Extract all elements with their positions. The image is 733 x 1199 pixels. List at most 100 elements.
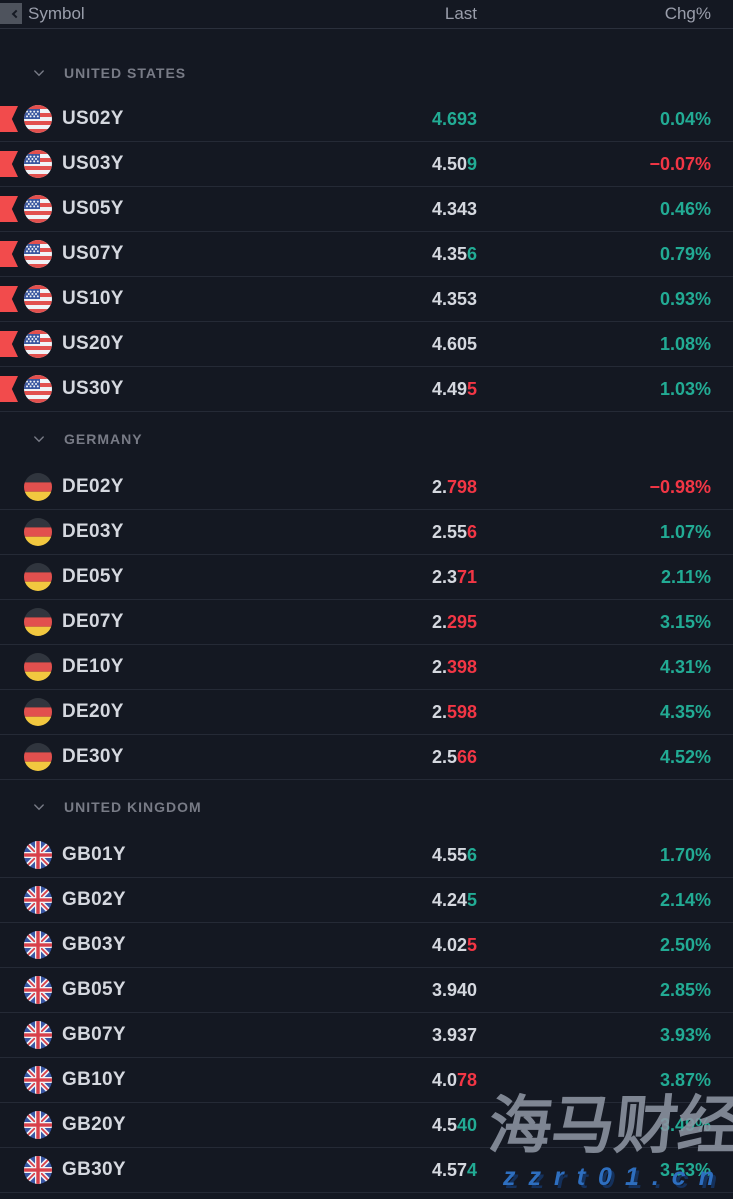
table-row-gb30y[interactable]: GB30Y 4.574 3.53% [0,1148,733,1193]
us-flag-icon [24,285,52,313]
change-percent: 3.49% [659,1114,711,1135]
table-row-us03y[interactable]: US03Y 4.509 −0.07% [0,142,733,187]
table-row-gb07y[interactable]: GB07Y 3.937 3.93% [0,1013,733,1058]
symbol-label: US05Y [62,198,124,219]
de-flag-icon [24,473,52,501]
symbol-label: DE20Y [62,701,124,722]
us-flag-icon [24,105,52,133]
table-row-us20y[interactable]: US20Y 4.605 1.08% [0,322,733,367]
gb-flag-icon [24,931,52,959]
table-row-de02y[interactable]: DE02Y 2.798 −0.98% [0,465,733,510]
symbol-cell: GB20Y [0,1111,347,1139]
symbol-label: US03Y [62,153,124,174]
group-header-germany[interactable]: GERMANY [0,412,733,465]
last-value: 4.495 [431,378,477,399]
table-row-gb20y[interactable]: GB20Y 4.540 3.49% [0,1103,733,1148]
flag-marker-icon[interactable] [0,241,18,267]
us-flag-icon [24,375,52,403]
table-row-gb05y[interactable]: GB05Y 3.940 2.85% [0,968,733,1013]
us-flag-icon [24,150,52,178]
symbol-cell: DE20Y [0,698,347,726]
table-row-gb01y[interactable]: GB01Y 4.556 1.70% [0,833,733,878]
last-value: 4.556 [431,844,477,865]
column-header-symbol[interactable]: Symbol [28,4,85,23]
chevron-left-icon[interactable] [0,3,22,24]
symbol-label: DE07Y [62,611,124,632]
change-percent: 1.03% [659,378,711,399]
gb-flag-icon [24,1111,52,1139]
us-flag-icon [24,240,52,268]
column-header-last[interactable]: Last [444,4,477,23]
table-row-us30y[interactable]: US30Y 4.495 1.03% [0,367,733,412]
table-row-de20y[interactable]: DE20Y 2.598 4.35% [0,690,733,735]
symbol-cell: US20Y [0,330,347,358]
symbol-cell: DE10Y [0,653,347,681]
last-value: 2.371 [431,566,477,587]
symbol-cell: DE30Y [0,743,347,771]
symbol-cell: US02Y [0,105,347,133]
us-flag-icon [24,195,52,223]
flag-marker-icon[interactable] [0,286,18,312]
symbol-cell: DE02Y [0,473,347,501]
last-value: 2.398 [431,656,477,677]
gb-flag-icon [24,1066,52,1094]
symbol-cell: GB30Y [0,1156,347,1184]
change-percent: 3.87% [659,1069,711,1090]
table-row-de30y[interactable]: DE30Y 2.566 4.52% [0,735,733,780]
last-value: 4.605 [431,333,477,354]
symbol-cell: DE05Y [0,563,347,591]
symbol-label: DE30Y [62,746,124,767]
table-row-gb03y[interactable]: GB03Y 4.025 2.50% [0,923,733,968]
change-percent: −0.07% [649,153,711,174]
flag-marker-icon[interactable] [0,151,18,177]
symbol-cell: GB02Y [0,886,347,914]
change-percent: 0.04% [659,108,711,129]
symbol-label: DE10Y [62,656,124,677]
watchlist: UNITED STATES US02Y 4.693 0.04% US03Y 4.509 −0… [0,49,733,1193]
symbol-label: GB01Y [62,844,126,865]
table-row-gb02y[interactable]: GB02Y 4.245 2.14% [0,878,733,923]
change-percent: 4.31% [659,656,711,677]
change-percent: 1.70% [659,844,711,865]
table-row-de07y[interactable]: DE07Y 2.295 3.15% [0,600,733,645]
table-row-us02y[interactable]: US02Y 4.693 0.04% [0,97,733,142]
group-label: UNITED STATES [64,65,187,81]
symbol-label: DE02Y [62,476,124,497]
change-percent: 0.46% [659,198,711,219]
last-value: 2.556 [431,521,477,542]
symbol-cell: GB10Y [0,1066,347,1094]
flag-marker-icon[interactable] [0,331,18,357]
symbol-label: US07Y [62,243,124,264]
group-header-united-kingdom[interactable]: UNITED KINGDOM [0,780,733,833]
symbol-label: GB20Y [62,1114,126,1135]
last-value: 4.574 [431,1159,477,1180]
column-header-chg[interactable]: Chg% [664,4,711,23]
flag-marker-icon[interactable] [0,376,18,402]
gb-flag-icon [24,841,52,869]
flag-marker-icon[interactable] [0,196,18,222]
symbol-cell: US07Y [0,240,347,268]
gb-flag-icon [24,886,52,914]
group-header-united-states[interactable]: UNITED STATES [0,49,733,97]
change-percent: 2.85% [659,979,711,1000]
table-row-gb10y[interactable]: GB10Y 4.078 3.87% [0,1058,733,1103]
change-percent: 2.11% [660,566,711,587]
symbol-label: GB10Y [62,1069,126,1090]
symbol-label: US20Y [62,333,124,354]
symbol-cell: DE07Y [0,608,347,636]
table-row-de10y[interactable]: DE10Y 2.398 4.31% [0,645,733,690]
change-percent: −0.98% [649,476,711,497]
symbol-cell: GB03Y [0,931,347,959]
flag-marker-icon[interactable] [0,106,18,132]
change-percent: 0.79% [659,243,711,264]
change-percent: 2.50% [659,934,711,955]
table-row-us05y[interactable]: US05Y 4.343 0.46% [0,187,733,232]
last-value: 4.693 [431,108,477,129]
table-row-de03y[interactable]: DE03Y 2.556 1.07% [0,510,733,555]
table-row-us10y[interactable]: US10Y 4.353 0.93% [0,277,733,322]
last-value: 4.540 [431,1114,477,1135]
last-value: 4.509 [431,153,477,174]
table-row-de05y[interactable]: DE05Y 2.371 2.11% [0,555,733,600]
last-value: 2.566 [431,746,477,767]
table-row-us07y[interactable]: US07Y 4.356 0.79% [0,232,733,277]
